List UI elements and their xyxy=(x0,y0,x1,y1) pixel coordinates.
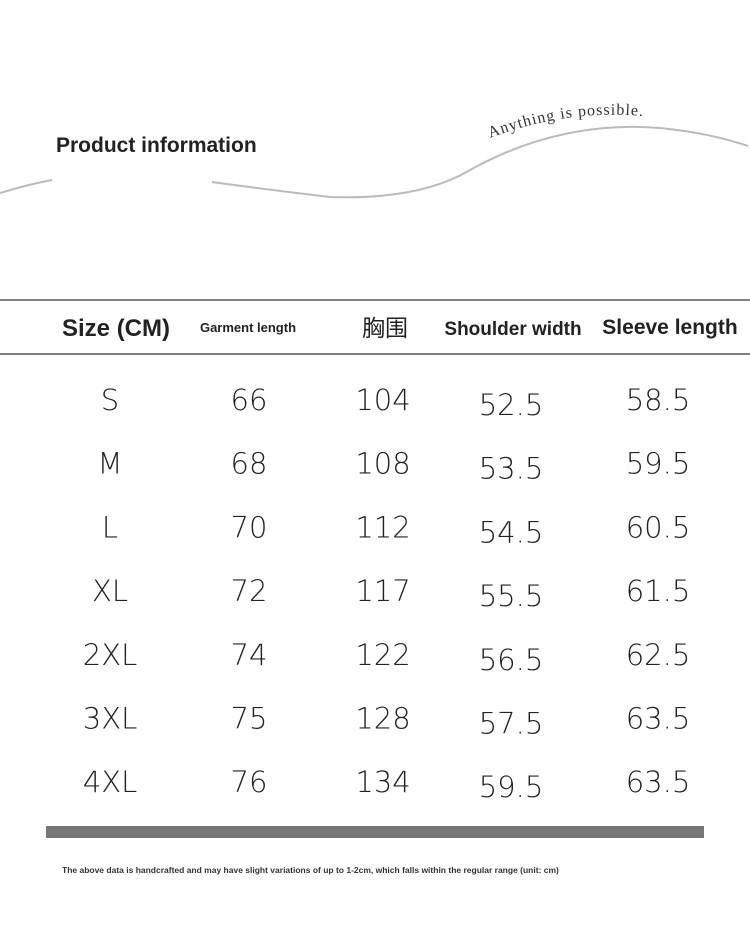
table-cell: 72 xyxy=(231,574,268,608)
table-body: S 66 104 52.5 58.5 M 68 108 53.5 59.5 L 70 112 54.5 60… xyxy=(83,383,691,804)
table-cell: 54.5 xyxy=(479,515,544,549)
table-cell: 4XL xyxy=(83,765,137,799)
table-cell: L xyxy=(102,510,118,544)
footnote: The above data is handcrafted and may ha… xyxy=(62,865,559,875)
table-cell: 62.5 xyxy=(626,638,691,672)
column-header: Shoulder width xyxy=(444,319,581,340)
table-cell: 63.5 xyxy=(626,765,691,799)
slogan-text: Anything is possible. xyxy=(486,102,644,142)
column-header: Sleeve length xyxy=(602,316,737,339)
table-cell: 3XL xyxy=(83,702,137,736)
table-cell: 76 xyxy=(231,765,268,799)
table-cell: 59.5 xyxy=(626,447,691,481)
table-cell: 57.5 xyxy=(479,707,544,741)
wave-line xyxy=(0,179,53,194)
table-cell: 60.5 xyxy=(626,510,691,544)
table-cell: 63.5 xyxy=(626,702,691,736)
table-cell: 58.5 xyxy=(626,383,691,417)
table-cell: M xyxy=(97,447,122,481)
table-cell: 68 xyxy=(231,447,268,481)
table-cell: 53.5 xyxy=(479,452,544,486)
table-cell: S xyxy=(101,383,119,417)
column-header: Size (CM) xyxy=(62,315,170,342)
table-cell: 2XL xyxy=(83,638,137,672)
column-header: Garment length xyxy=(200,320,296,335)
column-header: 胸围 xyxy=(362,315,408,341)
table-cell: XL xyxy=(92,574,128,608)
table-cell: 108 xyxy=(355,447,410,481)
table-cell: 59.5 xyxy=(479,770,544,804)
table-cell: 70 xyxy=(231,510,268,544)
table-cell: 75 xyxy=(231,702,268,736)
table-cell: 74 xyxy=(231,638,268,672)
table-cell: 112 xyxy=(355,510,410,544)
table-cell: 55.5 xyxy=(479,579,544,613)
table-cell: 104 xyxy=(355,383,410,417)
slogan: Anything is possible. xyxy=(486,102,645,142)
table-cell: 128 xyxy=(355,702,410,736)
divider-bar xyxy=(46,826,704,838)
table-cell: 66 xyxy=(231,383,268,417)
title: Product information xyxy=(56,134,257,157)
table-cell: 122 xyxy=(355,638,410,672)
table-cell: 117 xyxy=(355,574,410,608)
wave-line xyxy=(211,125,749,199)
table-cell: 56.5 xyxy=(479,643,544,677)
table-cell: 61.5 xyxy=(626,574,691,608)
table-cell: 52.5 xyxy=(479,388,544,422)
table-cell: 134 xyxy=(355,765,410,799)
